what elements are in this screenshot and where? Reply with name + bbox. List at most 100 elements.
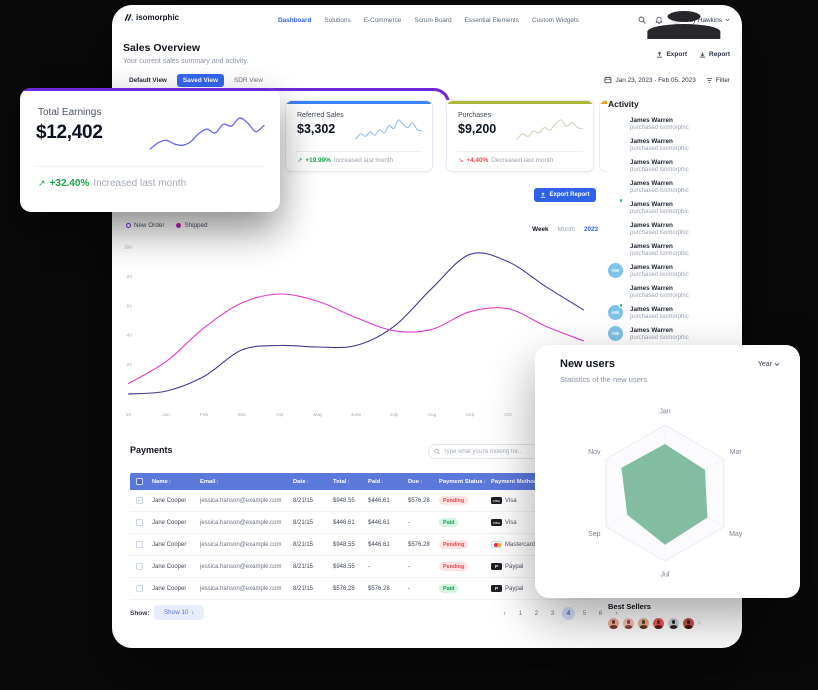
best-seller-avatar[interactable] (623, 618, 634, 629)
svg-text:60: 60 (127, 303, 133, 309)
nav-item-dashboard[interactable]: Dashboard (278, 16, 312, 24)
cell-total: $948.55 (333, 563, 355, 570)
sparkline-chart (516, 119, 584, 140)
nav-item-scrum-board[interactable]: Scrum Board (414, 16, 452, 24)
paypal-icon: P (491, 563, 502, 570)
best-seller-avatar[interactable] (683, 618, 694, 629)
best-seller-avatar[interactable] (608, 618, 619, 629)
page-4[interactable]: 4 (562, 607, 575, 620)
page-subtitle: Your current sales summary and activity. (123, 58, 249, 65)
svg-text:Sep: Sep (588, 531, 601, 538)
svg-text:June: June (351, 412, 362, 418)
avatar-body (684, 624, 693, 629)
column-header-email[interactable]: Email↕ (200, 478, 219, 485)
nav-item-essential-elements[interactable]: Essential Elements (464, 16, 519, 24)
updown-icon: ↕ (191, 609, 195, 616)
cell-method: Mastercard (491, 541, 598, 548)
svg-text:Mar: Mar (730, 449, 743, 456)
column-header-date[interactable]: Date↕ (293, 478, 309, 485)
sort-icon: ↕ (216, 478, 219, 484)
row-checkbox[interactable] (136, 519, 143, 526)
logo-text: isomorphic (136, 13, 180, 22)
page-arrow[interactable]: ‹ (503, 610, 506, 617)
cell-total: $576.28 (333, 585, 355, 592)
avatar-head (686, 620, 691, 625)
best-seller-avatar[interactable] (668, 618, 679, 629)
filter-button[interactable]: Filter (706, 77, 730, 84)
activity-user-name: James Warren (630, 116, 673, 124)
export-label: Export (666, 51, 688, 58)
export-report-button[interactable]: Export Report (534, 188, 596, 202)
tab-default-view[interactable]: Default View (129, 77, 167, 84)
svg-text:Aug: Aug (428, 412, 437, 418)
row-checkbox[interactable] (136, 585, 143, 592)
column-header-payment-status[interactable]: Payment Status↕ (439, 478, 486, 485)
cell-email: jessica.hanson@example.com (200, 541, 282, 548)
sort-icon: ↕ (381, 478, 384, 484)
page-5[interactable]: 5 (582, 610, 587, 617)
page-6[interactable]: 6 (598, 610, 603, 617)
cell-due: - (408, 563, 410, 570)
svg-text:Oct: Oct (504, 412, 512, 418)
view-tabs: Default View Saved View SDR View (123, 74, 269, 87)
search-icon[interactable] (638, 16, 647, 24)
notifications-bell-icon[interactable] (655, 16, 663, 24)
cell-method: VISA Visa (491, 497, 598, 504)
activity-user-name: James Warren (630, 137, 673, 145)
column-header-name[interactable]: Name↕ (152, 478, 172, 485)
user-menu[interactable]: Guy Hawkins (647, 11, 730, 40)
nav-item-solutions[interactable]: Solutions (324, 16, 351, 24)
year-dropdown[interactable]: Year (758, 361, 780, 368)
cell-due: $576.28 (408, 497, 430, 504)
page-3[interactable]: 3 (550, 610, 555, 617)
cell-name: Jane Cooper (152, 497, 187, 504)
legend-item-shipped[interactable]: Shipped (176, 222, 208, 229)
column-header-total[interactable]: Total↕ (333, 478, 350, 485)
best-sellers-avatars: › (608, 618, 700, 629)
paypal-icon: P (491, 585, 502, 592)
avatar-head (611, 620, 616, 625)
tab-saved-view[interactable]: Saved View (176, 74, 224, 87)
svg-text:Jan: Jan (659, 408, 670, 415)
stat-change: +4.40% (466, 156, 489, 164)
range-option-week[interactable]: Week (532, 226, 549, 233)
column-header-paid[interactable]: Paid↕ (368, 478, 384, 485)
stat-label: Referred Sales (297, 112, 344, 119)
row-checkbox[interactable]: ✓ (136, 497, 143, 504)
sales-line-chart: 100 80 60 40 20 0 '15 Jan Feb Mar Apr May June July Au… (124, 245, 585, 418)
svg-text:May: May (313, 412, 323, 418)
cell-status: Pending (439, 496, 491, 505)
page-arrow[interactable]: › (615, 610, 618, 617)
method-label: Paypal (505, 563, 524, 570)
page-2[interactable]: 2 (534, 610, 539, 617)
cell-paid: - (368, 563, 370, 570)
report-button[interactable]: Report (699, 51, 730, 58)
best-seller-avatar[interactable] (638, 618, 649, 629)
legend-item-new-order[interactable]: New Order (126, 222, 164, 229)
online-dot (618, 303, 623, 308)
nav-item-custom-widgets[interactable]: Custom Widgets (531, 16, 579, 24)
card-accent-bar (447, 101, 593, 104)
column-header-due[interactable]: Due↕ (408, 478, 423, 485)
export-button[interactable]: Export (656, 51, 687, 58)
logo-icon (124, 14, 133, 21)
row-checkbox[interactable] (136, 541, 143, 548)
range-option-month[interactable]: Month (557, 226, 575, 233)
app-logo[interactable]: isomorphic (124, 13, 179, 22)
row-checkbox[interactable] (136, 563, 143, 570)
table-header-row: Name↕ Email↕ Date↕ Total↕ Paid↕ Due↕ Payment S… (130, 473, 598, 490)
page-size-select[interactable]: Show 10 ↕ (154, 605, 204, 620)
more-sellers-icon[interactable]: › (698, 620, 701, 627)
nav-item-e-commerce[interactable]: E-Commerce (363, 16, 402, 24)
page-1[interactable]: 1 (518, 610, 523, 617)
chevron-down-icon (774, 362, 780, 366)
best-seller-avatar[interactable] (653, 618, 664, 629)
cell-paid: $446.61 (368, 541, 390, 548)
tab-sdr-view[interactable]: SDR View (233, 77, 263, 84)
activity-item: James Warren purchased isomorphic (608, 156, 732, 177)
select-all-checkbox[interactable] (136, 478, 143, 485)
search-input[interactable] (443, 448, 534, 455)
date-range-picker[interactable]: Jan 23, 2023 - Feb 05, 2023 (604, 76, 696, 84)
range-option-2023[interactable]: 2023 (583, 226, 598, 233)
upload-icon (541, 192, 546, 198)
